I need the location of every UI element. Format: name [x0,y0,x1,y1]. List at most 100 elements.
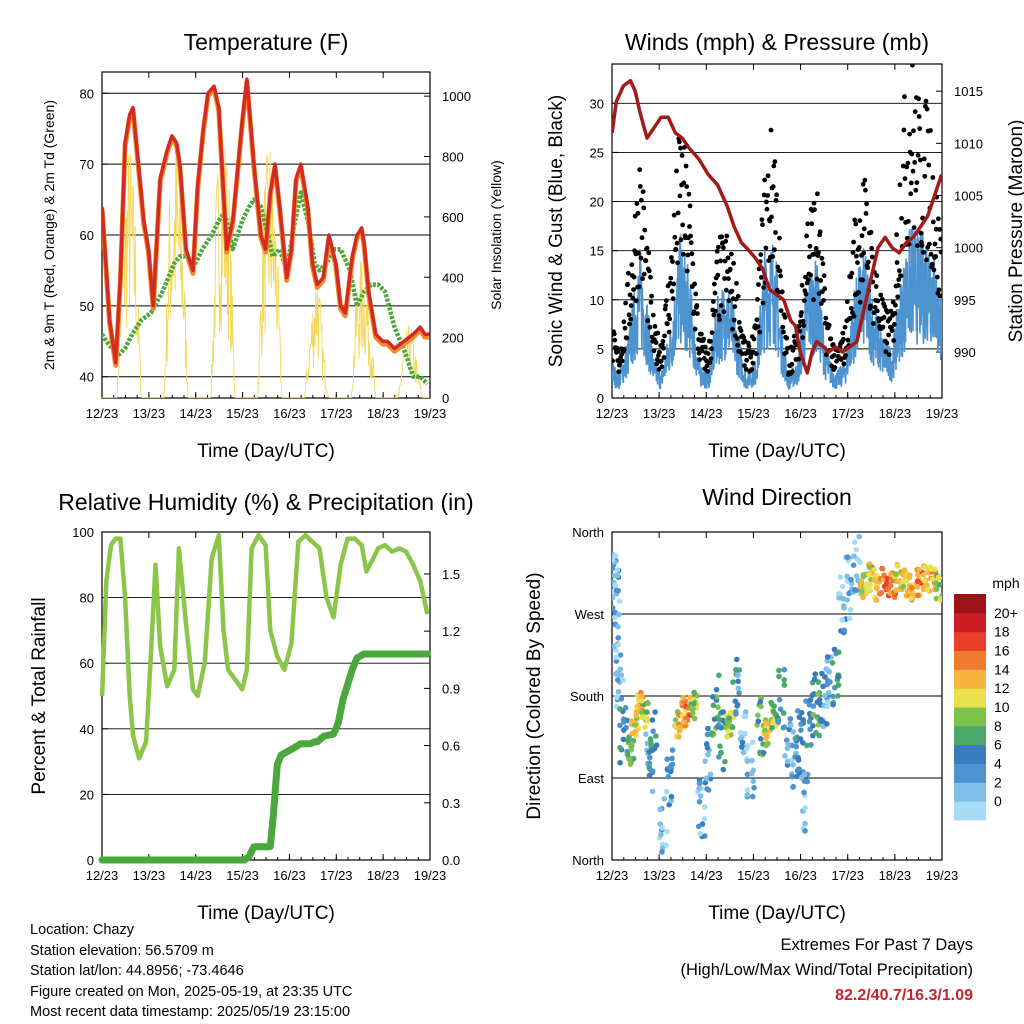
gust-point [699,331,704,337]
direction-point [787,716,794,722]
direction-point [732,698,739,704]
gust-point [847,315,853,321]
direction-point [797,736,804,742]
gust-point [751,336,757,342]
direction-point [866,564,873,571]
gust-point [807,243,813,249]
gust-point [744,357,749,363]
gust-point [848,274,854,280]
direction-point [617,722,623,729]
gust-point [811,200,817,206]
direction-point [901,567,908,573]
gust-point [658,358,664,364]
gust-point [646,268,652,274]
gust-point [898,273,904,279]
gust-point [777,235,782,241]
direction-point [612,595,616,601]
direction-point [653,742,660,748]
direction-point [824,703,831,710]
gust-point [637,167,643,173]
gust-point [771,163,777,169]
gust-point [661,355,667,360]
gust-point [874,273,880,278]
gust-point [663,303,669,308]
direction-point [771,703,777,709]
x-tick-label: 15/23 [226,406,259,421]
gust-point [712,281,717,287]
station-location: Location: Chazy [30,922,134,938]
gust-point [796,323,802,329]
gust-point [865,265,871,271]
y2-tick-label: 1005 [954,189,983,204]
gust-point [612,358,615,364]
direction-point [614,572,621,579]
gust-point [758,252,764,257]
x-tick-label: 15/23 [737,868,770,883]
gust-point [855,260,860,265]
gust-point [678,145,683,151]
gust-point [888,308,894,314]
gust-point [628,303,634,308]
direction-point [691,700,697,707]
gust-point [823,315,829,321]
gust-point [630,295,636,301]
x-tick-label: 16/23 [273,406,306,421]
gust-point [623,300,628,306]
direction-point [709,730,715,736]
direction-point [852,539,858,545]
x-tick-label: 19/23 [414,406,447,421]
gust-point [797,328,803,334]
direction-point [626,756,633,763]
gust-point [758,275,764,280]
gust-point [916,96,921,102]
x-tick-label: 13/23 [133,868,166,883]
direction-point [620,677,626,683]
direction-point [630,755,637,762]
x-axis-label: Time (Day/UTC) [197,441,335,462]
direction-point [749,739,756,745]
direction-point [782,753,788,759]
gust-point [755,324,761,330]
y2-tick-label: 1.2 [442,624,460,639]
gust-point [719,234,725,240]
gust-point [908,180,914,186]
direction-point [844,554,851,560]
colorbar-label: 6 [994,737,1002,753]
gust-point [684,184,690,190]
direction-point [617,759,623,766]
gust-point [784,335,790,341]
gust-point [651,348,657,354]
y-tick-label: 15 [590,244,604,259]
gust-point [849,270,855,276]
gust-point [930,219,936,225]
direction-point [749,770,755,777]
gust-point [861,226,867,232]
gust-point [932,241,938,247]
direction-point [629,718,635,724]
gust-point [862,177,868,183]
gust-point [863,211,869,216]
colorbar-swatch [954,782,986,802]
x-tick-label: 17/23 [831,406,864,421]
extremes-subheading: (High/Low/Max Wind/Total Precipitation) [680,961,973,979]
direction-point [646,772,653,779]
direction-point [645,700,651,707]
gust-point [933,254,938,259]
gust-point [908,191,914,197]
gust-point [755,297,760,302]
direction-point [617,652,624,658]
gust-point [822,286,828,292]
direction-point [650,728,656,734]
gust-point [759,217,765,223]
direction-point [804,742,810,749]
direction-point [846,615,853,622]
direction-point [725,722,732,728]
direction-point [681,719,687,725]
x-tick-label: 19/23 [926,406,959,421]
gust-point [897,268,902,274]
temperature-panel: 12/23 13/23 14/23 15/23 16/23 17/23 18/23 19/23… [41,29,504,462]
direction-point [816,696,823,703]
gust-point [671,281,677,287]
direction-point [668,793,675,800]
